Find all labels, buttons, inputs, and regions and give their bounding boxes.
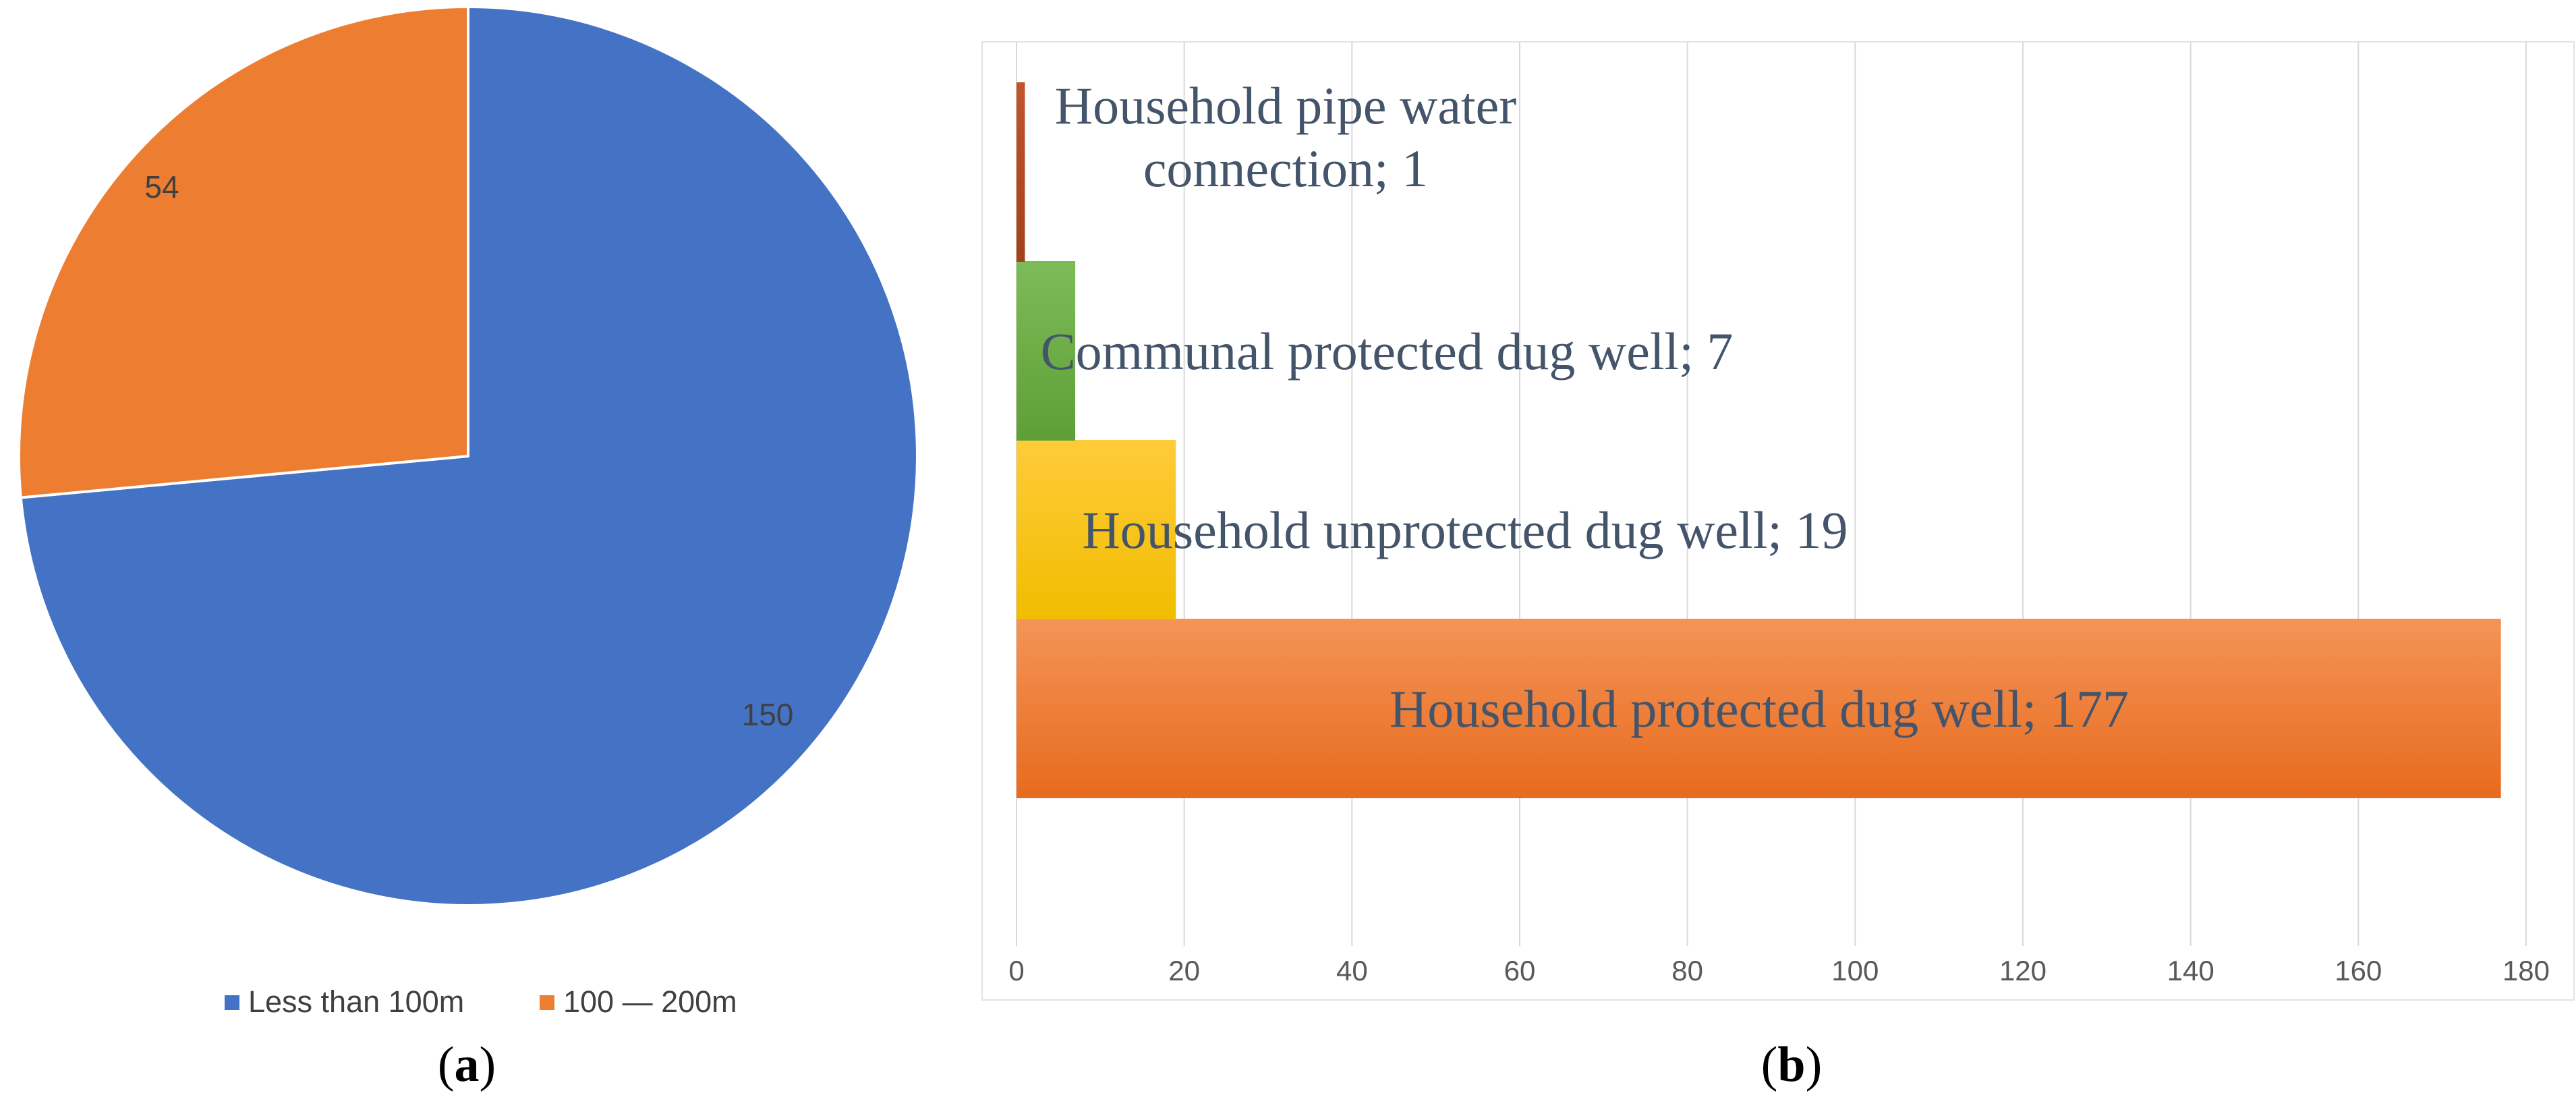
legend-swatch-less-than-100m [225, 995, 239, 1010]
bars [1017, 82, 2501, 798]
bar-label: Household pipe water connection; 1 [1055, 76, 1517, 198]
legend-label-100-200m: 100 — 200m [563, 984, 737, 1019]
legend-label-less-than-100m: Less than 100m [248, 984, 464, 1019]
x-tick-label: 20 [1168, 955, 1200, 986]
x-tick-label: 180 [2502, 955, 2550, 986]
plot-frame [981, 41, 2575, 1001]
bar-label: Household protected dug well; 177 [1390, 679, 2129, 738]
bar-label: Communal protected dug well; 7 [1041, 322, 1734, 381]
panel-label-b: (b) [1761, 1037, 1822, 1092]
x-tick-label: 100 [1831, 955, 1879, 986]
x-tick-label: 40 [1336, 955, 1368, 986]
x-tick-label: 60 [1504, 955, 1536, 986]
x-tick-labels: 0 20 40 60 80 100 120 140 160 180 [1008, 955, 2550, 986]
bar-communal-protected-dug-well-7 [1017, 261, 1076, 441]
bar-household-protected-dug-well-177 [1017, 619, 2501, 798]
legend-swatch-100-200m [540, 995, 554, 1010]
x-tick-label: 140 [2167, 955, 2214, 986]
bar-labels: Household protected dug well; 177 Househo… [1041, 76, 2129, 738]
slice-label-less-than-100m: 150 [742, 697, 794, 732]
pie-legend: Less than 100m 100 — 200m [225, 984, 737, 1019]
x-tick-label: 160 [2335, 955, 2382, 986]
bar-household-unprotected-dug-well-19 [1017, 440, 1176, 619]
panel-label-a: (a) [438, 1037, 496, 1092]
bar-chart: Household protected dug well; 177 Househo… [981, 41, 2575, 1092]
x-tick-label: 0 [1008, 955, 1024, 986]
pie-slice-100-200m [17, 5, 469, 499]
bar-label: Household unprotected dug well; 19 [1082, 501, 1848, 559]
bar-household-pipe-water-connection-1 [1017, 82, 1025, 262]
pie-slices [17, 5, 919, 907]
x-tick-label: 120 [1999, 955, 2047, 986]
pie-chart: 150 54 Less than 100m 100 — 200m (a) [17, 5, 919, 1092]
x-tick-label: 80 [1671, 955, 1703, 986]
slice-label-100-200m: 54 [144, 169, 179, 204]
